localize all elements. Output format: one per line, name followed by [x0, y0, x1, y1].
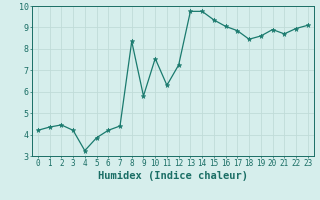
X-axis label: Humidex (Indice chaleur): Humidex (Indice chaleur) — [98, 171, 248, 181]
